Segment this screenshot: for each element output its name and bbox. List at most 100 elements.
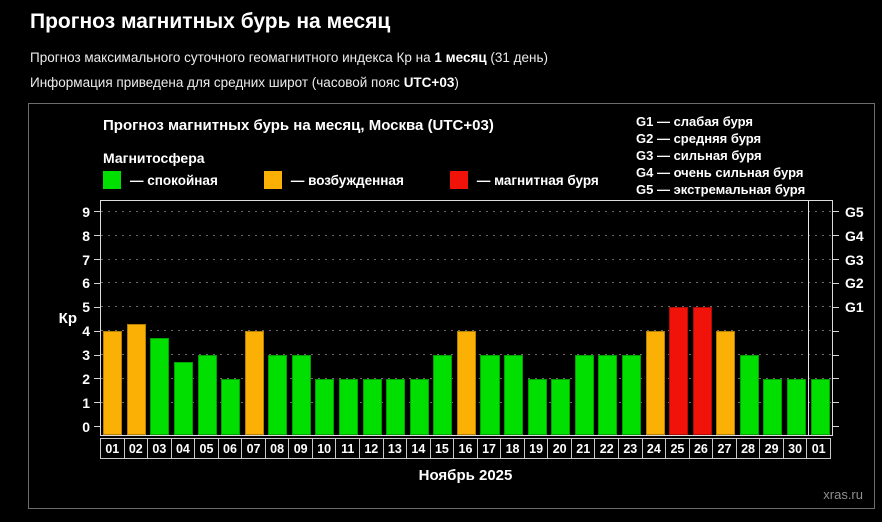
bar-day-21: [574, 355, 594, 435]
bar-day-17: [480, 355, 500, 435]
bar-day-28: [739, 355, 759, 435]
day-label-25: 25: [665, 438, 690, 459]
g-scale-legend: G1 — слабая буря G2 — средняя буря G3 — …: [636, 113, 805, 198]
bar-day-24: [645, 331, 665, 435]
subtitle-2-bold: UTC+03: [403, 75, 455, 90]
subtitle-1-suffix: (31 день): [486, 50, 549, 65]
y-tick-right-2: [833, 378, 839, 380]
bar-day-25: [669, 307, 689, 435]
gridline-5: [101, 306, 832, 308]
y-tick-left-7: [94, 259, 100, 260]
y-tick-left-2: [94, 378, 100, 380]
g-legend-line-2: G2 — средняя буря: [636, 131, 762, 146]
y-tick-right-7: [833, 259, 839, 260]
day-label-3: 03: [147, 438, 172, 459]
gridline-9: [101, 210, 832, 212]
day-label-26: 26: [688, 438, 714, 459]
bar-day-10: [315, 378, 335, 435]
day-label-16: 16: [453, 438, 478, 459]
day-label-8: 08: [264, 438, 290, 459]
bar-day-29: [763, 378, 783, 435]
g-legend-line-3: G3 — сильная буря: [636, 148, 762, 163]
y-tick-right-3: [833, 354, 839, 356]
y-tick-label-6: 6: [82, 275, 90, 292]
bar-day-08: [268, 355, 288, 435]
bar-day-09: [291, 355, 311, 435]
y-tick-label-7: 7: [82, 251, 90, 268]
bar-day-02: [126, 323, 146, 435]
g-tick-label-G5: G5: [845, 203, 864, 220]
y-tick-label-4: 4: [82, 323, 90, 340]
gridline-4: [101, 330, 832, 332]
page-title: Прогноз магнитных бурь на месяц: [30, 10, 391, 33]
day-label-13: 13: [382, 438, 408, 459]
legend-label-quiet: — спокойная: [130, 172, 218, 188]
bar-day-12: [362, 378, 382, 435]
quiet-swatch-icon: [103, 171, 121, 189]
day-label-12: 12: [359, 438, 384, 459]
y-tick-right-6: [833, 282, 839, 284]
day-label-18: 18: [500, 438, 525, 459]
g-tick-label-G3: G3: [845, 251, 864, 268]
y-tick-left-3: [94, 354, 100, 356]
legend-title: Магнитосфера: [103, 150, 205, 166]
month-label: Ноябрь 2025: [418, 467, 513, 484]
page-subtitle-1: Прогноз максимального суточного геомагни…: [30, 50, 548, 65]
plot-area: Кр 0 1 2 3 4 5 6 7 8 9 G1 G2 G3 G4 G5: [59, 200, 864, 436]
bar-day-03: [150, 338, 170, 435]
day-label-5: 05: [194, 438, 219, 459]
day-label-31: 01: [806, 438, 831, 459]
y-tick-right-0: [833, 426, 839, 428]
bar-day-22: [598, 355, 618, 435]
bar-day-06: [221, 378, 241, 435]
y-tick-left-8: [94, 235, 100, 237]
bar-day-04: [173, 362, 193, 435]
y-tick-left-6: [94, 282, 100, 284]
page-subtitle-2: Информация приведена для средних широт (…: [30, 75, 459, 90]
g-tick-label-G2: G2: [845, 275, 864, 292]
day-label-6: 06: [217, 438, 243, 459]
day-label-9: 09: [288, 438, 313, 459]
day-label-23: 23: [618, 438, 643, 459]
y-tick-left-9: [94, 211, 100, 213]
bar-day-14: [409, 378, 429, 435]
day-label-21: 21: [570, 438, 596, 459]
gridline-8: [101, 234, 832, 236]
month-separator-line: [808, 201, 810, 435]
chart-panel: Прогноз магнитных бурь на месяц, Москва …: [28, 103, 875, 509]
y-tick-right-9: [833, 211, 839, 213]
y-tick-right-8: [833, 235, 839, 237]
g-tick-label-G1: G1: [845, 299, 864, 316]
bar-day-18: [504, 355, 524, 435]
y-tick-label-1: 1: [82, 394, 90, 411]
y-tick-left-4: [94, 330, 100, 332]
day-label-4: 04: [170, 438, 196, 459]
chart-title: Прогноз магнитных бурь на месяц, Москва …: [103, 117, 494, 134]
bar-day-13: [386, 378, 406, 435]
bar-day-19: [527, 378, 547, 435]
subtitle-1-bold: 1 месяц: [434, 50, 487, 65]
y-tick-label-5: 5: [82, 299, 90, 316]
day-label-19: 19: [523, 438, 549, 459]
y-tick-left-0: [94, 426, 100, 428]
y-tick-right-4: [833, 330, 839, 332]
day-label-30: 30: [782, 438, 808, 459]
subtitle-2-suffix: ): [454, 75, 459, 90]
watermark: xras.ru: [823, 487, 863, 502]
bar-day-30: [787, 378, 807, 435]
y-tick-label-8: 8: [82, 227, 90, 244]
gridline-6: [101, 282, 832, 284]
day-label-10: 10: [311, 438, 337, 459]
bar-day-27: [716, 331, 736, 435]
day-label-22: 22: [594, 438, 620, 459]
g-legend-line-1: G1 — слабая буря: [636, 114, 754, 129]
day-label-24: 24: [641, 438, 667, 459]
day-label-2: 02: [123, 438, 149, 459]
y-tick-right-1: [833, 402, 839, 404]
x-axis-day-row: 01 02 03 04 05 06 07 08 09 10 11 12 13 14 15 16 17 18 19 20…: [100, 438, 831, 459]
magnetosphere-legend: — спокойная — возбужденная — магнитная б…: [103, 171, 599, 189]
day-label-7: 07: [241, 438, 266, 459]
y-tick-left-1: [94, 402, 100, 404]
bar-day-05: [197, 355, 217, 435]
